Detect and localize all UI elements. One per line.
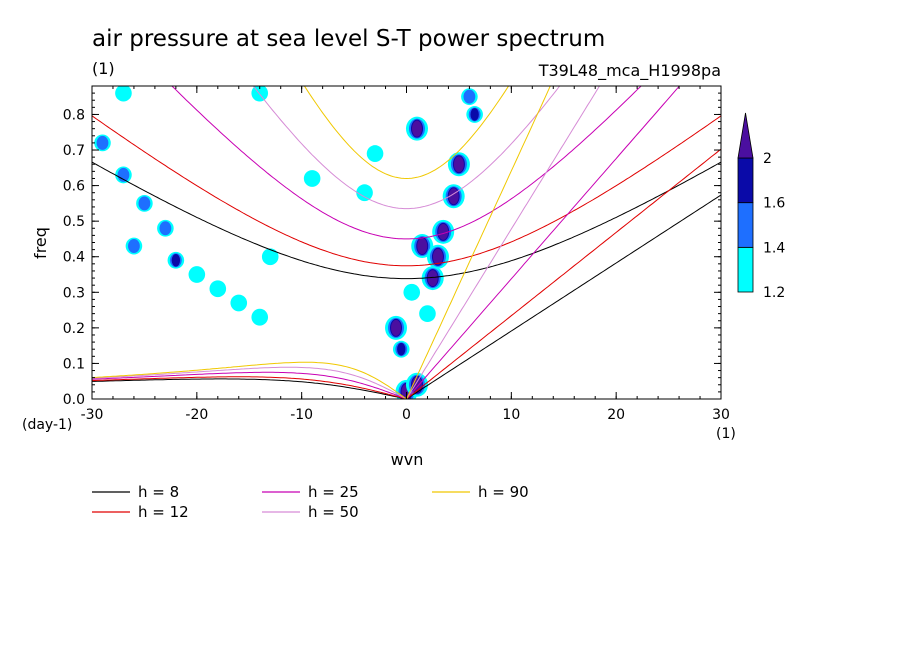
power-blob-core	[391, 319, 402, 336]
power-blob-core	[427, 270, 438, 287]
power-blob-core	[411, 120, 422, 137]
y-tick-label: 0.7	[63, 143, 85, 159]
y-tick-label: 0.4	[63, 250, 85, 266]
x-tick-label: 30	[712, 407, 730, 423]
power-blob-inner	[171, 253, 181, 267]
x-tick-label: 10	[502, 407, 520, 423]
dispersion-curve-h50	[406, 86, 601, 399]
legend-label: h = 90	[478, 483, 529, 501]
y-axis-label: freq	[31, 227, 50, 259]
y-tick-label: 0.0	[63, 392, 85, 408]
power-blob-mid	[117, 167, 130, 182]
dispersion-curve-h50	[252, 86, 561, 210]
dispersion-curve-h8	[92, 161, 721, 280]
power-blob-inner	[397, 342, 406, 356]
chart-subtitle-right: T39L48_mca_H1998pa	[538, 61, 721, 81]
chart-title: air pressure at sea level S-T power spec…	[92, 26, 605, 52]
power-blob-outer	[366, 145, 384, 162]
x-tick-label: 20	[607, 407, 625, 423]
power-blob-core	[438, 223, 449, 240]
x-tick-label: -20	[185, 407, 208, 423]
y-tick-label: 0.8	[63, 107, 85, 123]
colorbar-arrow	[737, 112, 754, 159]
dispersion-curve-h12	[92, 115, 721, 267]
dispersion-curve-h90	[92, 361, 407, 399]
dispersion-curve-h12	[406, 148, 721, 399]
y-tick-label: 0.6	[63, 179, 85, 195]
power-blob-outer	[261, 248, 279, 266]
x-tick-label: -10	[290, 407, 313, 423]
y-tick-label: 0.2	[63, 321, 85, 337]
dispersion-curve-layer	[92, 86, 721, 399]
power-blob-outer	[251, 308, 269, 326]
power-blob-outer	[403, 283, 421, 301]
chart-subtitle-left: (1)	[92, 59, 115, 78]
power-blob-core	[417, 238, 428, 255]
power-blob-mid	[138, 196, 151, 211]
power-blob-mid	[96, 135, 109, 150]
axis-ticks: -30 -20 -10 0 10 20 30 0.0 0.1 0.2 0.3 0.4 0.5 0.6 0.7…	[63, 85, 730, 423]
power-blob-inner	[470, 108, 479, 121]
legend-label: h = 25	[308, 483, 359, 501]
power-blob-outer	[188, 266, 206, 283]
x-axis-label: wvn	[391, 450, 424, 469]
dispersion-curve-h25	[406, 86, 681, 399]
dispersion-curve-h25	[92, 371, 407, 399]
y-unit-label: (day-1)	[22, 417, 72, 433]
power-blob-outer	[209, 280, 227, 298]
power-blob-outer	[303, 170, 321, 187]
x-tick-label: -30	[81, 407, 104, 423]
colorbar-label: 2	[763, 151, 772, 167]
legend-label: h = 50	[308, 503, 359, 521]
x-unit-label: (1)	[716, 426, 736, 442]
y-tick-label: 0.1	[63, 356, 85, 372]
power-blob-mid	[159, 221, 172, 236]
power-blob-outer	[356, 184, 373, 202]
y-tick-label: 0.3	[63, 285, 85, 301]
colorbar-label: 1.2	[763, 285, 785, 301]
power-blob-mid	[128, 239, 140, 254]
dispersion-curve-h90	[303, 86, 510, 180]
power-blob-outer	[230, 294, 248, 312]
y-tick-label: 0.5	[63, 214, 85, 230]
dispersion-curve-h12	[92, 376, 407, 399]
dispersion-curve-h25	[171, 86, 642, 240]
x-tick-label: 0	[402, 407, 411, 423]
dispersion-curve-h8	[92, 378, 407, 399]
colorbar-segment	[737, 157, 754, 204]
power-blob-core	[453, 156, 464, 173]
colorbar-label: 1.6	[763, 196, 785, 212]
colorbar-segment	[737, 246, 754, 293]
dispersion-curve-h8	[406, 194, 721, 399]
power-blob-outer	[419, 305, 436, 323]
power-blob-mid	[463, 89, 476, 104]
legend-label: h = 12	[138, 503, 189, 521]
legend-label: h = 8	[138, 483, 179, 501]
power-blob-core	[432, 248, 443, 265]
dispersion-curve-h90	[406, 86, 551, 399]
power-blob-outer	[115, 86, 132, 102]
power-contour-layer	[94, 86, 483, 399]
legend: h = 8 h = 12 h = 25 h = 50 h = 90	[92, 483, 529, 521]
colorbar: 1.2 1.4 1.6 2	[737, 112, 785, 301]
dispersion-curve-h50	[92, 366, 407, 399]
colorbar-label: 1.4	[763, 240, 785, 256]
colorbar-segment	[737, 202, 754, 248]
